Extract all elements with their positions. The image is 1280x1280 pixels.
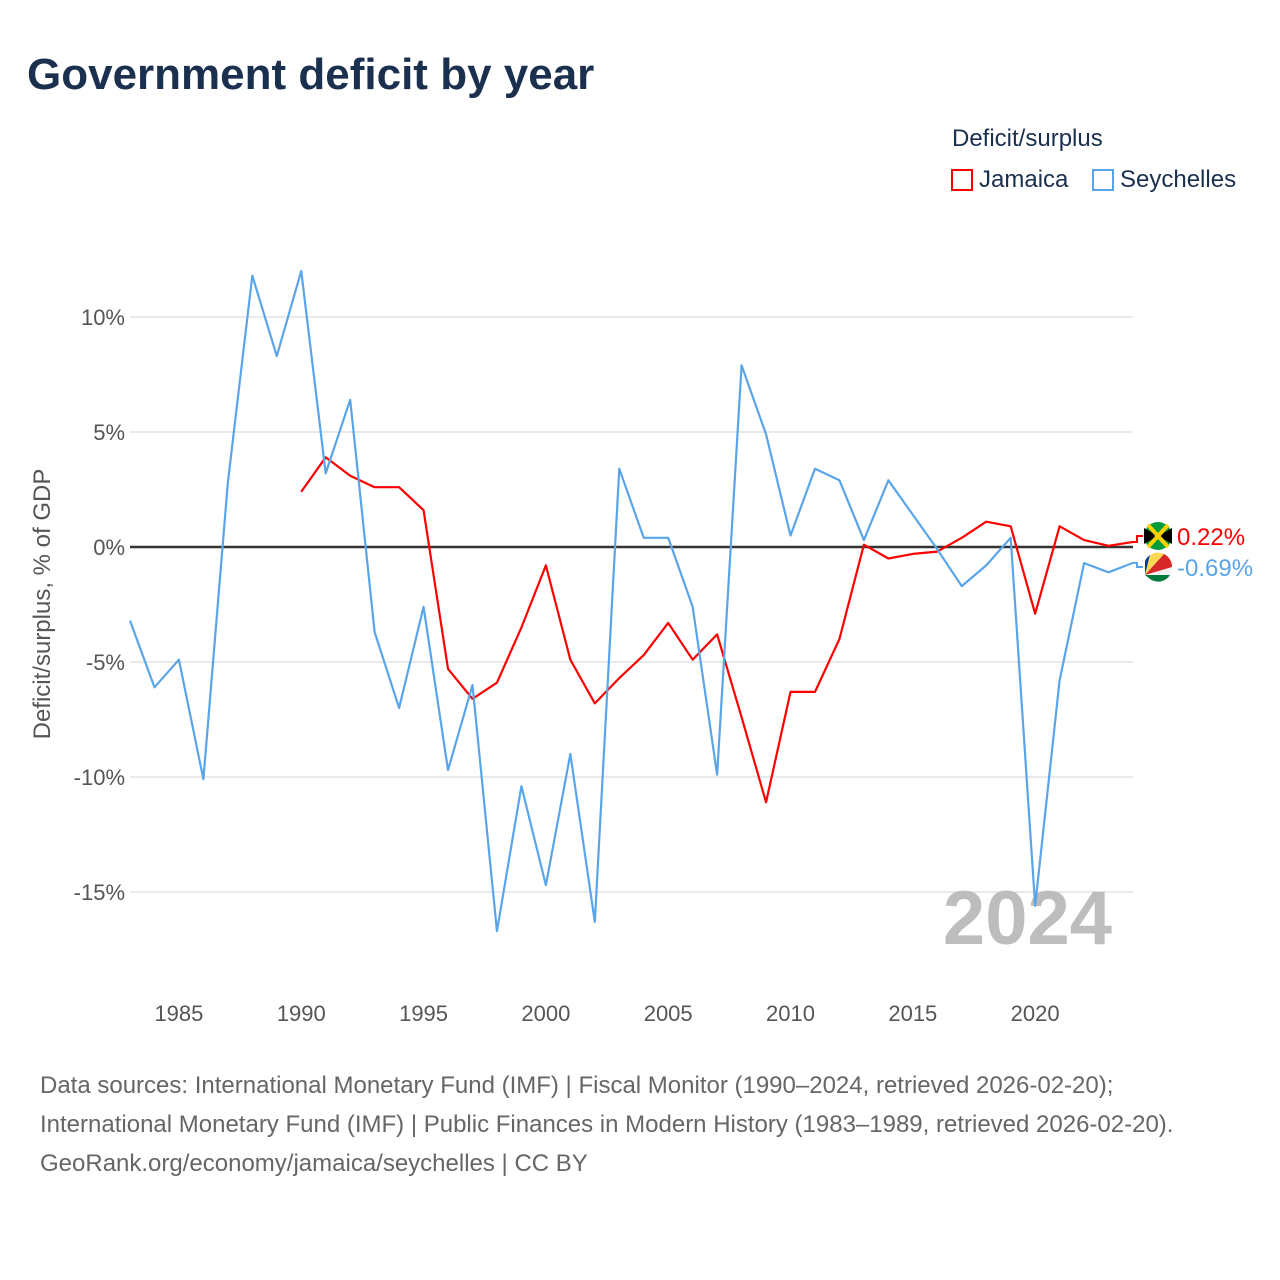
line-chart: 10% 5% 0% -5% -10% -15% 1985 1990 1995 2000 2005 20… [29,269,1253,1026]
end-value-label: 0.22% [1177,524,1245,551]
year-watermark: 2024 [943,876,1112,961]
legend-label: Seychelles [1120,166,1237,193]
x-tick-label: 2020 [1011,1001,1060,1026]
footer: Data sources: International Monetary Fun… [40,1066,1240,1183]
legend-label: Jamaica [979,166,1069,193]
x-tick-label: 2010 [766,1001,815,1026]
series-line-seychelles [128,269,1134,933]
legend-swatch-jamaica [951,169,973,191]
series-line-jamaica [300,456,1134,804]
end-value-label: -0.69% [1177,555,1253,582]
seychelles-flag-icon [1144,552,1173,582]
y-tick-label: -15% [74,880,125,905]
x-tick-label: 2000 [521,1001,570,1026]
y-tick-label: 0% [93,535,125,560]
y-axis-label: Deficit/surplus, % of GDP [29,469,56,740]
y-tick-label: -5% [86,650,125,675]
y-tick-label: -10% [74,765,125,790]
data-sources: Data sources: International Monetary Fun… [40,1072,1174,1138]
legend-swatch-seychelles [1092,169,1114,191]
end-connector [1133,535,1143,543]
end-connector [1133,561,1143,568]
x-tick-label: 1995 [399,1001,448,1026]
x-tick-label: 2005 [644,1001,693,1026]
credit-link[interactable]: GeoRank.org/economy/jamaica/seychelles |… [40,1150,588,1177]
x-tick-label: 1990 [277,1001,326,1026]
y-tick-label: 5% [93,420,125,445]
x-tick-label: 2015 [888,1001,937,1026]
legend-item-jamaica[interactable]: Jamaica [951,166,1068,194]
legend-item-seychelles[interactable]: Seychelles [1092,166,1236,194]
legend-title: Deficit/surplus [952,125,1103,152]
page-title: Government deficit by year [27,50,595,99]
x-tick-label: 1985 [154,1001,203,1026]
y-tick-label: 10% [81,305,125,330]
jamaica-flag-icon [1144,522,1172,550]
